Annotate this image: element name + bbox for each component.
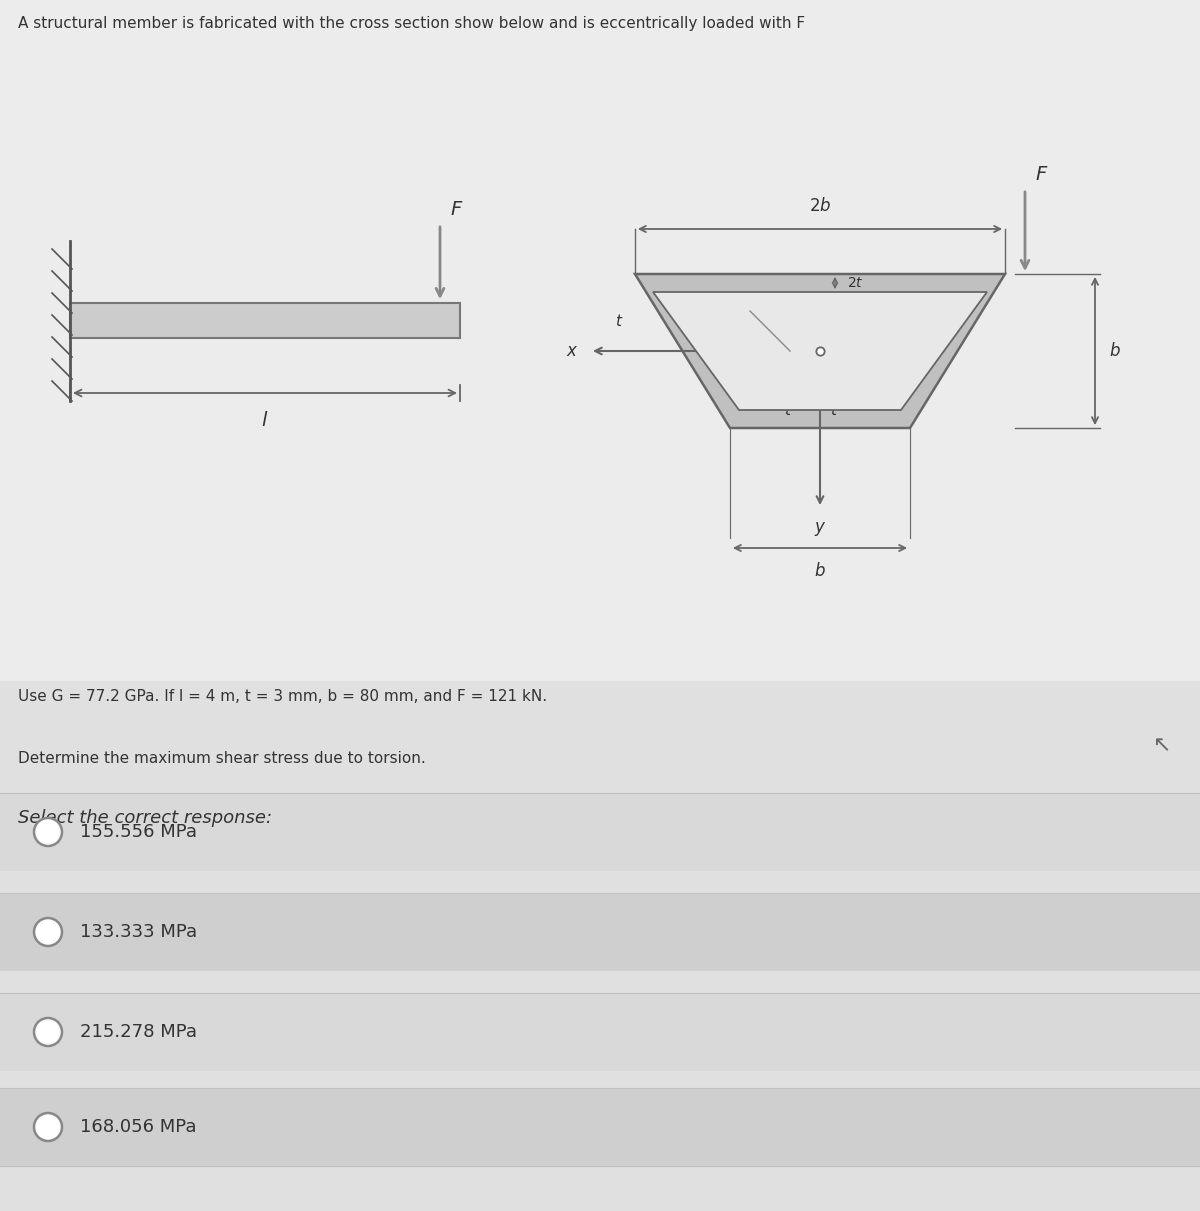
Text: Determine the maximum shear stress due to torsion.: Determine the maximum shear stress due t… bbox=[18, 751, 426, 767]
Text: $F$: $F$ bbox=[1034, 165, 1049, 184]
Text: $t$: $t$ bbox=[784, 402, 792, 418]
Text: 133.333 MPa: 133.333 MPa bbox=[80, 923, 197, 941]
Circle shape bbox=[34, 1113, 62, 1141]
Bar bbox=[0, 793, 1200, 871]
Circle shape bbox=[34, 817, 62, 846]
Text: ↗: ↗ bbox=[1150, 731, 1170, 750]
Bar bbox=[0, 0, 1200, 681]
Text: A structural member is fabricated with the cross section show below and is eccen: A structural member is fabricated with t… bbox=[18, 16, 805, 31]
Text: $2b$: $2b$ bbox=[809, 197, 832, 216]
Text: $t$: $t$ bbox=[830, 402, 839, 418]
Circle shape bbox=[34, 918, 62, 946]
Text: $l$: $l$ bbox=[262, 411, 269, 430]
Text: $b$: $b$ bbox=[814, 562, 826, 580]
Bar bbox=[70, 303, 460, 338]
Text: 168.056 MPa: 168.056 MPa bbox=[80, 1118, 197, 1136]
Text: $t$: $t$ bbox=[614, 312, 623, 329]
Bar bbox=[0, 893, 1200, 971]
Circle shape bbox=[34, 1018, 62, 1046]
Text: $F$: $F$ bbox=[450, 200, 463, 219]
Text: 155.556 MPa: 155.556 MPa bbox=[80, 823, 197, 840]
Bar bbox=[0, 1087, 1200, 1166]
Polygon shape bbox=[635, 274, 1006, 427]
Text: $2t$: $2t$ bbox=[847, 276, 864, 289]
Text: $x$: $x$ bbox=[565, 342, 578, 360]
Bar bbox=[0, 681, 1200, 1211]
Text: Select the correct response:: Select the correct response: bbox=[18, 809, 272, 827]
Bar bbox=[0, 993, 1200, 1071]
Polygon shape bbox=[653, 292, 986, 411]
Text: $y$: $y$ bbox=[814, 520, 827, 538]
Text: Use G = 77.2 GPa. If l = 4 m, t = 3 mm, b = 80 mm, and F = 121 kN.: Use G = 77.2 GPa. If l = 4 m, t = 3 mm, … bbox=[18, 689, 547, 704]
Text: $b$: $b$ bbox=[1109, 342, 1121, 360]
Text: 215.278 MPa: 215.278 MPa bbox=[80, 1023, 197, 1041]
